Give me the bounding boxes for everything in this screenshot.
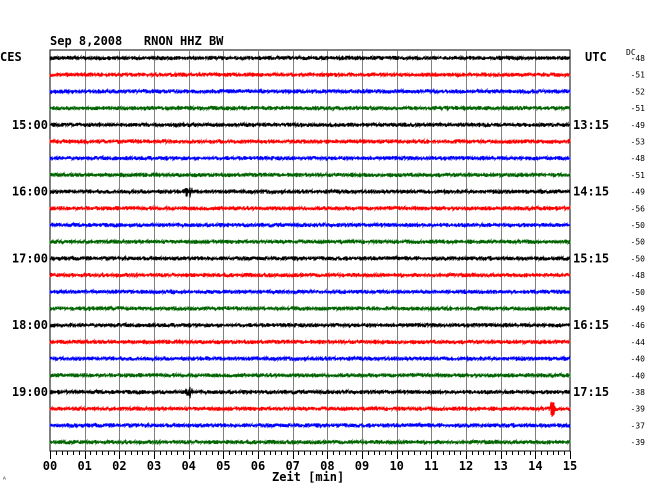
corner-mark: ᴬ — [2, 475, 7, 484]
left-time-label: 16:00 — [12, 185, 48, 199]
seismic-trace-11 — [49, 221, 571, 229]
dc-offset-label: -49 — [631, 188, 646, 197]
dc-offset-label: -53 — [631, 138, 646, 147]
chart-title: Sep 8,2008 RNON HHZ BW — [50, 34, 224, 48]
dc-offset-label: -50 — [631, 254, 646, 263]
seismic-trace-10 — [49, 204, 571, 213]
left-time-label: 17:00 — [12, 251, 48, 265]
left-time-label: 19:00 — [12, 385, 48, 399]
dc-offset-label: -44 — [631, 338, 646, 347]
right-timezone-label: UTC — [585, 50, 607, 64]
left-timezone-label: CES — [0, 50, 22, 64]
seismic-trace-17 — [49, 321, 571, 329]
seismic-trace-2 — [49, 70, 571, 79]
right-time-label: 15:15 — [573, 251, 609, 265]
dc-offset-label: -50 — [631, 221, 646, 230]
seismic-trace-12 — [49, 238, 571, 246]
x-tick-label: 10 — [389, 459, 403, 473]
seismic-trace-19 — [49, 354, 571, 363]
seismic-trace-4 — [49, 104, 571, 112]
x-tick-label: 09 — [355, 459, 369, 473]
x-tick-label: 06 — [251, 459, 265, 473]
seismic-trace-9 — [49, 187, 571, 198]
x-tick-label: 03 — [147, 459, 161, 473]
dc-offset-label: -40 — [631, 355, 646, 364]
dc-offset-label: -48 — [631, 271, 646, 280]
x-tick-label: 15 — [563, 459, 577, 473]
dc-offset-label: -56 — [631, 204, 646, 213]
seismic-trace-3 — [49, 87, 571, 96]
dc-offset-label: -51 — [631, 171, 646, 180]
x-tick-label: 00 — [43, 459, 57, 473]
dc-offset-label: -40 — [631, 371, 646, 380]
dc-offset-label: -51 — [631, 104, 646, 113]
x-tick-label: 13 — [493, 459, 507, 473]
dc-offset-label: -50 — [631, 288, 646, 297]
dc-offset-label: -51 — [631, 71, 646, 80]
seismic-trace-1 — [49, 54, 571, 62]
seismic-trace-22 — [49, 401, 571, 417]
seismic-trace-15 — [49, 288, 571, 296]
dc-offset-label: -50 — [631, 238, 646, 247]
dc-offset-label: -39 — [631, 405, 646, 414]
x-tick-label: 14 — [528, 459, 542, 473]
seismic-trace-5 — [49, 121, 571, 129]
seismic-trace-18 — [49, 338, 571, 346]
seismic-trace-13 — [49, 254, 571, 263]
dc-offset-label: -52 — [631, 87, 646, 96]
seismic-trace-16 — [49, 304, 571, 313]
dc-offset-label: -46 — [631, 321, 646, 330]
x-tick-label: 12 — [459, 459, 473, 473]
right-time-label: 16:15 — [573, 318, 609, 332]
right-time-label: 14:15 — [573, 185, 609, 199]
seismic-trace-6 — [49, 137, 571, 146]
seismic-trace-7 — [49, 154, 571, 162]
x-tick-label: 08 — [320, 459, 334, 473]
seismic-trace-14 — [49, 271, 571, 279]
dc-offset-label: -49 — [631, 305, 646, 314]
seismic-trace-20 — [49, 371, 571, 380]
seismic-trace-23 — [49, 421, 571, 430]
dc-offset-label: -49 — [631, 121, 646, 130]
dc-offset-header: DC — [626, 48, 636, 57]
left-time-label: 15:00 — [12, 118, 48, 132]
right-time-label: 13:15 — [573, 118, 609, 132]
x-tick-label: 01 — [77, 459, 91, 473]
x-tick-label: 11 — [424, 459, 438, 473]
right-time-label: 17:15 — [573, 385, 609, 399]
x-tick-label: 04 — [181, 459, 195, 473]
dc-offset-label: -48 — [631, 154, 646, 163]
seismic-trace-8 — [49, 171, 571, 179]
x-tick-label: 02 — [112, 459, 126, 473]
dc-offset-label: -37 — [631, 421, 646, 430]
left-time-label: 18:00 — [12, 318, 48, 332]
x-tick-label: 07 — [285, 459, 299, 473]
dc-offset-label: -48 — [631, 54, 646, 63]
dc-offset-label: -38 — [631, 388, 646, 397]
seismic-trace-24 — [49, 438, 571, 446]
dc-offset-label: -39 — [631, 438, 646, 447]
x-axis-label: Zeit [min] — [272, 470, 345, 484]
x-tick-label: 05 — [216, 459, 230, 473]
seismic-trace-21 — [49, 386, 571, 399]
